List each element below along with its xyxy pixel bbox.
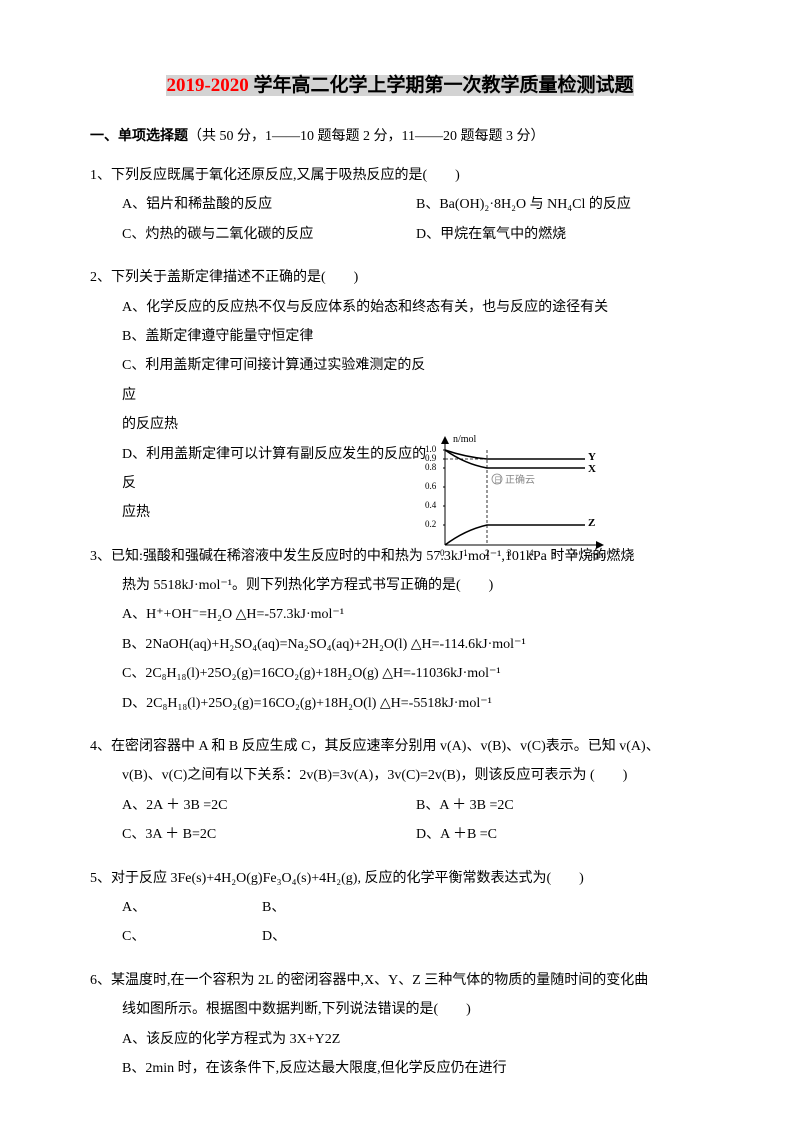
- q2-stem: 2、下列关于盖斯定律描述不正确的是( ): [90, 263, 710, 292]
- q3-option-c: C、2C₈H₁₈(l)+25O₂(g)=16CO₂(g)+18H₂O(g) △H…: [90, 659, 710, 688]
- question-2: 2、下列关于盖斯定律描述不正确的是( ) A、化学反应的反应热不仅与反应体系的始…: [90, 263, 710, 528]
- svg-text:4: 4: [529, 548, 534, 558]
- q5-option-b: B、: [262, 893, 285, 922]
- q5-option-d: D、: [262, 922, 286, 951]
- q6-stem1: 6、某温度时,在一个容积为 2L 的密闭容器中,X、Y、Z 三种气体的物质的量随…: [90, 966, 710, 995]
- watermark: 正确云: [505, 473, 535, 486]
- q1-option-b: B、Ba(OH)₂·8H₂O 与 NH₄Cl 的反应: [416, 190, 710, 219]
- section-label: 一、单项选择题: [90, 129, 188, 144]
- svg-text:X: X: [588, 463, 596, 475]
- q1-option-d: D、甲烷在氧气中的燃烧: [416, 220, 710, 249]
- q3-stem2: 热为 5518kJ·mol⁻¹。则下列热化学方程式书写正确的是( ): [90, 571, 710, 600]
- q1-option-c: C、灼热的碳与二氧化碳的反应: [122, 220, 416, 249]
- q2-option-d1: D、利用盖斯定律可以计算有副反应发生的反应的反: [90, 440, 430, 499]
- q3-stem1: 3、已知:强酸和强碱在稀溶液中发生反应时的中和热为 57.3kJ·mol⁻¹,1…: [90, 542, 710, 571]
- q6-option-a: A、该反应的化学方程式为 3X+Y2Z: [90, 1025, 710, 1054]
- q2-option-b: B、盖斯定律遵守能量守恒定律: [90, 322, 710, 351]
- question-3: 3、已知:强酸和强碱在稀溶液中发生反应时的中和热为 57.3kJ·mol⁻¹,1…: [90, 542, 710, 718]
- question-5: 5、对于反应 3Fe(s)+4H₂O(g)Fe₃O₄(s)+4H₂(g), 反应…: [90, 864, 710, 952]
- q6-stem2: 线如图所示。根据图中数据判断,下列说法错误的是( ): [90, 995, 710, 1024]
- q4-option-a: A、2A ＋ 3B =2C: [122, 791, 416, 820]
- q5-option-a: A、: [122, 893, 262, 922]
- q3-option-b: B、2NaOH(aq)+H₂SO₄(aq)=Na₂SO₄(aq)+2H₂O(l)…: [90, 630, 710, 659]
- q2-option-c1: C、利用盖斯定律可间接计算通过实验难测定的反应: [90, 351, 430, 410]
- svg-text:3: 3: [507, 548, 512, 558]
- q2-option-d2: 应热: [90, 498, 710, 527]
- svg-text:6: 6: [573, 548, 578, 558]
- svg-text:0.4: 0.4: [425, 500, 437, 510]
- curve-y: [445, 450, 585, 459]
- q1-stem: 1、下列反应既属于氧化还原反应,又属于吸热反应的是( ): [90, 161, 710, 190]
- svg-text:0.8: 0.8: [425, 462, 437, 472]
- q2-option-a: A、化学反应的反应热不仅与反应体系的始态和终态有关，也与反应的途径有关: [90, 293, 710, 322]
- page-title: 2019-2020 学年高二化学上学期第一次教学质量检测试题: [90, 70, 710, 97]
- question-4: 4、在密闭容器中 A 和 B 反应生成 C，其反应速率分别用 v(A)、v(B)…: [90, 732, 710, 850]
- svg-text:日: 日: [494, 476, 502, 485]
- chart-svg: n/mol t/min 1.0 0.9 0.8 0.6 0.4 0.2 0 1 …: [415, 430, 610, 565]
- svg-text:0.6: 0.6: [425, 481, 437, 491]
- section-header: 一、单项选择题（共 50 分，1——10 题每题 2 分，11——20 题每题 …: [90, 125, 710, 145]
- section-info: （共 50 分，1——10 题每题 2 分，11——20 题每题 3 分）: [188, 129, 544, 144]
- q3-option-d: D、2C₈H₁₈(l)+25O₂(g)=16CO₂(g)+18H₂O(l) △H…: [90, 689, 710, 718]
- question-1: 1、下列反应既属于氧化还原反应,又属于吸热反应的是( ) A、铝片和稀盐酸的反应…: [90, 161, 710, 249]
- title-main: 学年高二化学上学期第一次教学质量检测试题: [249, 75, 634, 96]
- q2-option-c2: 的反应热: [90, 410, 710, 439]
- svg-text:0: 0: [440, 548, 445, 558]
- svg-text:Y: Y: [588, 451, 596, 463]
- q1-option-a: A、铝片和稀盐酸的反应: [122, 190, 416, 219]
- question-6: 6、某温度时,在一个容积为 2L 的密闭容器中,X、Y、Z 三种气体的物质的量随…: [90, 966, 710, 1084]
- svg-text:Z: Z: [588, 517, 595, 529]
- xlabel: t/min: [585, 550, 606, 561]
- chart-nmol-time: n/mol t/min 1.0 0.9 0.8 0.6 0.4 0.2 0 1 …: [415, 430, 610, 565]
- q5-stem: 5、对于反应 3Fe(s)+4H₂O(g)Fe₃O₄(s)+4H₂(g), 反应…: [90, 864, 710, 893]
- q5-option-c: C、: [122, 922, 262, 951]
- svg-text:5: 5: [551, 548, 556, 558]
- q4-stem1: 4、在密闭容器中 A 和 B 反应生成 C，其反应速率分别用 v(A)、v(B)…: [90, 732, 710, 761]
- svg-text:1: 1: [463, 548, 468, 558]
- ylabel: n/mol: [453, 434, 477, 445]
- q3-option-a: A、H⁺+OH⁻=H₂O △H=-57.3kJ·mol⁻¹: [90, 600, 710, 629]
- curve-z: [445, 525, 585, 545]
- q4-option-d: D、A ＋B =C: [416, 820, 710, 849]
- q4-option-b: B、A ＋ 3B =2C: [416, 791, 710, 820]
- q6-option-b: B、2min 时，在该条件下,反应达最大限度,但化学反应仍在进行: [90, 1054, 710, 1083]
- q4-stem2: v(B)、v(C)之间有以下关系：2v(B)=3v(A)，3v(C)=2v(B)…: [90, 761, 710, 790]
- svg-text:2: 2: [485, 548, 490, 558]
- q4-option-c: C、3A ＋ B=2C: [122, 820, 416, 849]
- svg-text:0.2: 0.2: [425, 519, 436, 529]
- title-year: 2019-2020: [166, 75, 248, 96]
